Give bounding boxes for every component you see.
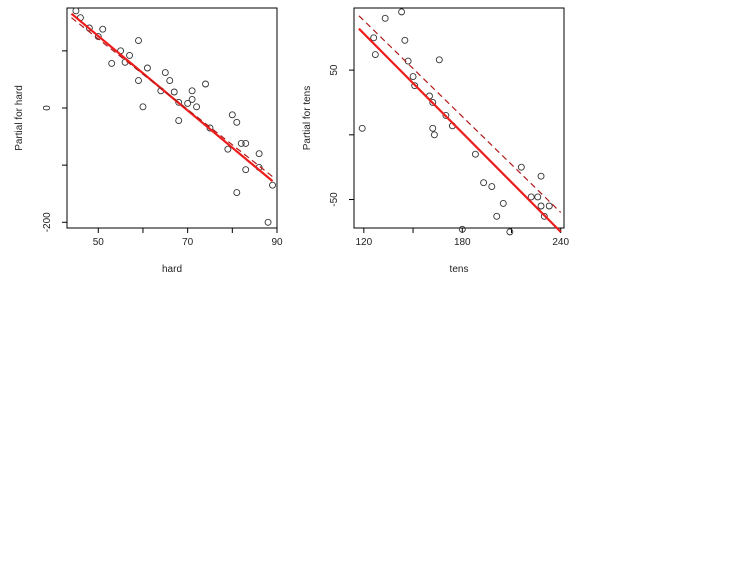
data-point — [188, 95, 196, 103]
data-point — [435, 56, 443, 64]
y-axis-label: Partial for hard — [14, 85, 25, 151]
data-point — [545, 202, 553, 210]
data-point — [237, 139, 245, 147]
data-point — [242, 166, 250, 174]
data-point — [206, 124, 214, 132]
data-point — [540, 212, 548, 220]
data-point — [371, 51, 379, 59]
fit-line-dashed — [358, 15, 562, 213]
data-point — [255, 150, 263, 158]
x-tick-label: 90 — [271, 237, 283, 248]
data-point — [370, 34, 378, 42]
data-point — [534, 193, 542, 201]
x-tick-label: 120 — [356, 237, 373, 248]
data-point — [493, 212, 501, 220]
x-axis-label: hard — [162, 264, 182, 275]
y-axis-label: Partial for tens — [302, 86, 313, 150]
data-point — [170, 88, 178, 96]
data-point — [233, 118, 241, 126]
panel-tens: 120 180 240 -50 50 tens Partial for tens — [302, 7, 569, 275]
data-point — [381, 14, 389, 22]
data-point — [233, 189, 241, 197]
y-tick-label: -200 — [42, 212, 53, 232]
data-point — [537, 202, 545, 210]
data-point — [398, 8, 406, 16]
data-point — [499, 199, 507, 207]
panel-hard: 50 70 90 -200 0 hard Partial for hard — [14, 7, 283, 275]
data-point — [411, 82, 419, 90]
data-point — [442, 111, 450, 119]
data-point — [72, 7, 80, 15]
data-point — [269, 181, 276, 189]
data-point — [108, 59, 116, 67]
data-point — [506, 228, 514, 236]
data-point — [228, 111, 236, 119]
y-tick-label: 50 — [329, 64, 340, 76]
data-point — [409, 73, 417, 81]
data-point — [471, 150, 479, 158]
data-point — [99, 25, 107, 33]
data-point — [139, 103, 147, 111]
data-point — [458, 225, 466, 233]
y-tick-label: -50 — [329, 192, 340, 207]
data-point — [175, 98, 183, 106]
data-point — [429, 99, 437, 106]
x-tick-label: 70 — [182, 237, 194, 248]
data-point — [135, 77, 142, 85]
data-point — [527, 193, 535, 201]
plot-frame — [66, 7, 278, 229]
plot-frame — [353, 7, 565, 229]
data-point — [175, 117, 183, 125]
data-point — [430, 131, 438, 139]
data-point — [358, 124, 366, 132]
data-point — [224, 145, 232, 153]
data-point — [242, 139, 250, 147]
x-tick-label: 180 — [454, 237, 471, 248]
data-point — [143, 64, 151, 72]
data-point — [126, 51, 134, 59]
data-point — [429, 124, 437, 132]
data-point — [188, 87, 196, 95]
fit-line-solid — [358, 27, 562, 233]
data-point — [193, 103, 201, 111]
data-point — [264, 218, 272, 226]
fit-line-dashed — [71, 17, 273, 178]
data-point — [202, 80, 209, 88]
x-tick-label: 50 — [93, 237, 105, 248]
data-point — [85, 24, 93, 32]
data-point — [517, 163, 525, 171]
data-point — [161, 69, 169, 77]
y-tick-label: 0 — [42, 105, 53, 111]
data-point — [184, 99, 192, 107]
data-point — [166, 77, 174, 85]
data-point — [135, 37, 142, 45]
x-axis-label: tens — [450, 264, 469, 275]
data-point — [401, 36, 409, 44]
data-point — [488, 183, 496, 191]
fit-line-solid — [70, 12, 274, 182]
x-tick-label: 240 — [552, 237, 569, 248]
data-point — [537, 172, 545, 180]
data-point — [480, 179, 488, 187]
